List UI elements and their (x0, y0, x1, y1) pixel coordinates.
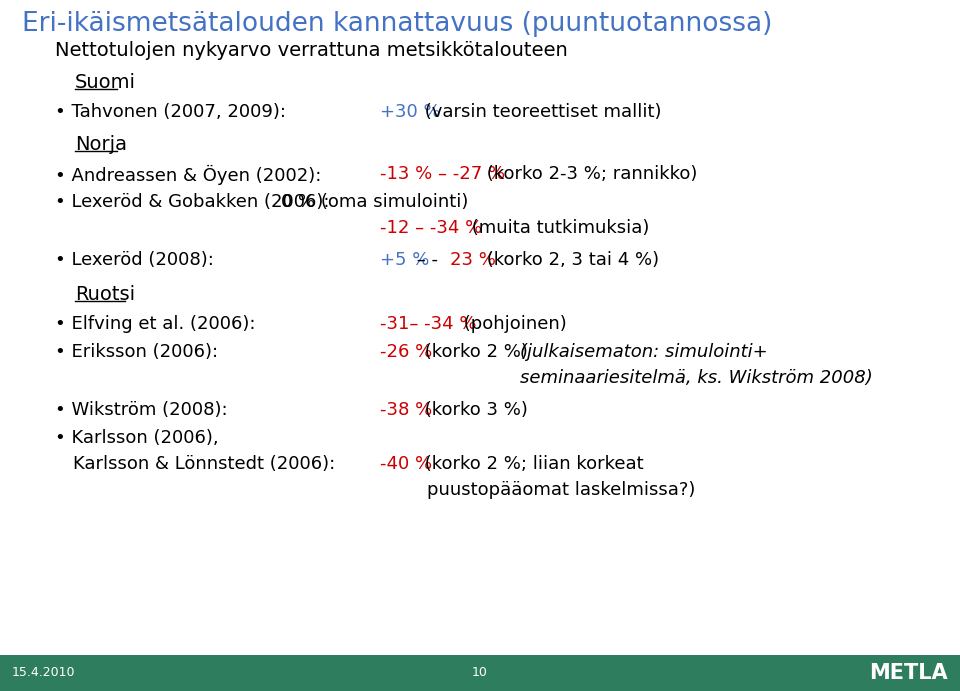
Text: (korko 2 %; liian korkeat: (korko 2 %; liian korkeat (419, 455, 643, 473)
Text: (julkaisematon: simulointi+: (julkaisematon: simulointi+ (520, 343, 768, 361)
Text: METLA: METLA (870, 663, 948, 683)
Text: Eri-ikäismetsätalouden kannattavuus (puuntuotannossa): Eri-ikäismetsätalouden kannattavuus (puu… (22, 11, 773, 37)
Text: • Wikström (2008):: • Wikström (2008): (55, 401, 297, 419)
Text: Nettotulojen nykyarvo verrattuna metsikkötalouteen: Nettotulojen nykyarvo verrattuna metsikk… (55, 41, 567, 60)
Text: -12 – -34 %: -12 – -34 % (380, 219, 482, 237)
Text: (korko 2 %): (korko 2 %) (419, 343, 534, 361)
Text: -40 %: -40 % (380, 455, 432, 473)
Text: • Lexeröd (2008):: • Lexeröd (2008): (55, 251, 295, 269)
Text: 15.4.2010: 15.4.2010 (12, 667, 76, 679)
Text: (korko 3 %): (korko 3 %) (419, 401, 528, 419)
Text: +30 %: +30 % (380, 103, 441, 121)
Text: • Andreassen & Öyen (2002):: • Andreassen & Öyen (2002): (55, 165, 333, 185)
Text: -13 % – -27 %: -13 % – -27 % (380, 165, 505, 183)
Text: 10: 10 (472, 667, 488, 679)
Text: Ruotsi: Ruotsi (75, 285, 135, 304)
Text: Suomi: Suomi (75, 73, 136, 92)
Text: (varsin teoreettiset mallit): (varsin teoreettiset mallit) (419, 103, 661, 121)
Text: (korko 2-3 %; rannikko): (korko 2-3 %; rannikko) (481, 165, 698, 183)
Text: -31– -34 %: -31– -34 % (380, 315, 476, 333)
Text: seminaariesitelmä, ks. Wikström 2008): seminaariesitelmä, ks. Wikström 2008) (520, 369, 874, 387)
Text: • Eriksson (2006):: • Eriksson (2006): (55, 343, 287, 361)
Text: (pohjoinen): (pohjoinen) (458, 315, 566, 333)
Text: Karlsson & Lönnstedt (2006):: Karlsson & Lönnstedt (2006): (73, 455, 341, 473)
Text: (korko 2, 3 tai 4 %): (korko 2, 3 tai 4 %) (481, 251, 660, 269)
Text: Norja: Norja (75, 135, 127, 154)
Text: • Lexeröd & Gobakken (2006):: • Lexeröd & Gobakken (2006): (55, 193, 335, 211)
Text: -38 %: -38 % (380, 401, 432, 419)
Text: • Elfving et al. (2006):: • Elfving et al. (2006): (55, 315, 290, 333)
Text: (muita tutkimuksia): (muita tutkimuksia) (466, 219, 649, 237)
Text: +5 %: +5 % (380, 251, 429, 269)
Text: puustopääomat laskelmissa?): puustopääomat laskelmissa?) (427, 481, 695, 499)
Text: 0 % (oma simulointi): 0 % (oma simulointi) (281, 193, 468, 211)
Bar (0, 655, 960, 691)
Text: 23 %: 23 % (450, 251, 496, 269)
Text: • Karlsson (2006),: • Karlsson (2006), (55, 429, 219, 447)
Text: • Tahvonen (2007, 2009):: • Tahvonen (2007, 2009): (55, 103, 303, 121)
Text: – -: – - (411, 251, 444, 269)
Text: -26 %: -26 % (380, 343, 432, 361)
